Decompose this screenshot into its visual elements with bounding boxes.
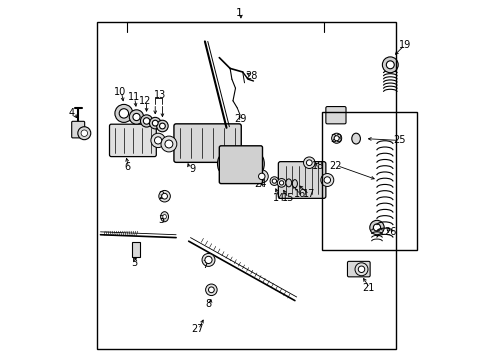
- Text: 9: 9: [189, 164, 195, 174]
- Circle shape: [202, 253, 215, 266]
- Circle shape: [204, 256, 212, 264]
- Circle shape: [369, 220, 384, 235]
- Text: 3: 3: [158, 215, 164, 225]
- Text: 5: 5: [131, 258, 138, 268]
- Text: 22: 22: [329, 161, 342, 171]
- Circle shape: [258, 173, 264, 180]
- Bar: [132, 242, 140, 257]
- Circle shape: [133, 113, 140, 121]
- Text: 8: 8: [205, 299, 211, 309]
- Text: 2: 2: [158, 191, 164, 201]
- Ellipse shape: [351, 133, 360, 144]
- Circle shape: [159, 190, 170, 202]
- Circle shape: [354, 263, 367, 276]
- Circle shape: [152, 120, 158, 126]
- Circle shape: [115, 104, 133, 122]
- FancyBboxPatch shape: [278, 162, 325, 198]
- Bar: [97, 22, 395, 349]
- Ellipse shape: [285, 179, 291, 187]
- FancyBboxPatch shape: [72, 121, 84, 138]
- Circle shape: [277, 179, 285, 187]
- Circle shape: [143, 118, 149, 124]
- Text: 14: 14: [273, 193, 285, 203]
- Circle shape: [205, 284, 217, 296]
- Circle shape: [156, 120, 168, 132]
- Bar: [321, 112, 416, 250]
- Text: 12: 12: [139, 96, 151, 106]
- Text: 19: 19: [398, 40, 410, 50]
- Circle shape: [162, 193, 167, 199]
- Circle shape: [358, 266, 364, 273]
- Circle shape: [208, 287, 214, 293]
- Circle shape: [81, 130, 87, 136]
- Text: 6: 6: [124, 162, 130, 172]
- Circle shape: [320, 174, 333, 186]
- Text: 7: 7: [202, 260, 207, 270]
- Circle shape: [382, 57, 397, 73]
- Text: 13: 13: [153, 90, 166, 100]
- FancyBboxPatch shape: [219, 146, 262, 184]
- Circle shape: [161, 136, 177, 152]
- Circle shape: [272, 179, 276, 183]
- Circle shape: [236, 159, 244, 168]
- Circle shape: [140, 115, 152, 127]
- Circle shape: [333, 136, 339, 141]
- Circle shape: [129, 110, 143, 124]
- Text: 21: 21: [362, 283, 374, 293]
- Circle shape: [164, 140, 172, 148]
- Text: 18: 18: [311, 161, 324, 171]
- Text: 23: 23: [329, 134, 342, 144]
- FancyBboxPatch shape: [347, 261, 369, 277]
- Ellipse shape: [217, 156, 224, 172]
- Circle shape: [331, 133, 341, 143]
- Circle shape: [303, 157, 314, 168]
- FancyBboxPatch shape: [109, 124, 156, 157]
- Circle shape: [231, 155, 249, 173]
- Ellipse shape: [160, 212, 168, 222]
- Text: 11: 11: [127, 92, 140, 102]
- Text: 16: 16: [294, 189, 306, 199]
- Text: 26: 26: [384, 227, 396, 237]
- Circle shape: [386, 61, 393, 69]
- Text: 28: 28: [245, 71, 257, 81]
- Circle shape: [159, 123, 165, 129]
- Ellipse shape: [257, 156, 264, 172]
- Text: 10: 10: [114, 87, 126, 97]
- Circle shape: [149, 117, 161, 129]
- FancyBboxPatch shape: [325, 107, 346, 124]
- Text: 27: 27: [191, 324, 203, 334]
- Circle shape: [306, 160, 311, 166]
- Circle shape: [279, 181, 283, 185]
- Circle shape: [269, 177, 278, 185]
- Circle shape: [78, 127, 91, 140]
- Text: 20: 20: [329, 107, 342, 117]
- Circle shape: [331, 111, 340, 120]
- Text: 17: 17: [303, 189, 315, 199]
- Ellipse shape: [163, 215, 166, 219]
- Circle shape: [119, 109, 128, 118]
- Text: 24: 24: [254, 179, 266, 189]
- Circle shape: [255, 170, 268, 183]
- Text: 25: 25: [392, 135, 405, 145]
- Text: 15: 15: [282, 193, 294, 203]
- Circle shape: [154, 137, 162, 144]
- Circle shape: [151, 133, 165, 148]
- Circle shape: [324, 177, 330, 183]
- Circle shape: [373, 224, 380, 231]
- Text: 1: 1: [235, 8, 242, 18]
- Ellipse shape: [292, 180, 297, 188]
- Text: 4: 4: [68, 108, 75, 118]
- FancyBboxPatch shape: [174, 124, 241, 162]
- Text: 29: 29: [234, 114, 246, 124]
- Circle shape: [352, 136, 358, 141]
